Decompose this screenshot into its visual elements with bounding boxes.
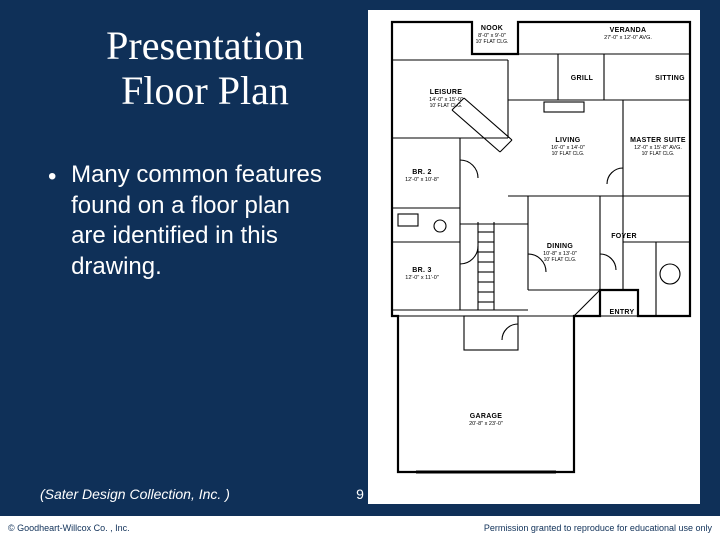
floor-plan-svg: NOOK8'-0" x 9'-0"10' FLAT CLG.VERANDA27'… [368,10,700,504]
room-dim-label: 27'-0" x 12'-0" AVG. [604,35,652,41]
room-sub-label: 10' FLAT CLG. [476,39,509,45]
bullet-marker: • [48,162,56,193]
room-dim-label: 12'-0" x 10'-8" [405,177,439,183]
room-sub-label: 10' FLAT CLG. [642,151,675,157]
bullet-text: Many common features found on a floor pl… [71,160,331,283]
room-name-label: LEISURE [430,89,462,96]
room-name-label: BR. 3 [412,267,431,274]
slide: Presentation Floor Plan • Many common fe… [0,0,720,540]
room-dim-label: 12'-0" x 11'-0" [405,275,438,281]
bullet-item: • Many common features found on a floor … [48,160,348,283]
room-name-label: GARAGE [470,413,503,420]
slide-number: 9 [356,486,364,502]
room-name-label: LIVING [555,137,580,144]
room-name-label: BR. 2 [412,169,431,176]
room-name-label: DINING [547,243,574,250]
slide-title: Presentation Floor Plan [60,24,350,114]
floor-plan-figure: NOOK8'-0" x 9'-0"10' FLAT CLG.VERANDA27'… [368,10,700,504]
room-name-label: ENTRY [610,309,635,316]
room-name-label: MASTER SUITE [630,137,686,144]
room-name-label: GRILL [571,75,594,82]
room-sub-label: 10' FLAT CLG. [544,257,577,263]
room-name-label: VERANDA [610,27,647,34]
permission-text: Permission granted to reproduce for educ… [484,523,712,533]
room-dim-label: 20'-8" x 23'-0" [469,421,503,427]
room-sub-label: 10' FLAT CLG. [552,151,585,157]
footer-bar: © Goodheart-Willcox Co. , Inc. Permissio… [0,516,720,540]
copyright-text: © Goodheart-Willcox Co. , Inc. [8,523,130,533]
room-sub-label: 10' FLAT CLG. [430,103,463,109]
room-name-label: FOYER [611,233,637,240]
room-name-label: NOOK [481,25,503,32]
room-name-label: SITTING [655,75,685,82]
image-credit: (Sater Design Collection, Inc. ) [40,486,230,502]
